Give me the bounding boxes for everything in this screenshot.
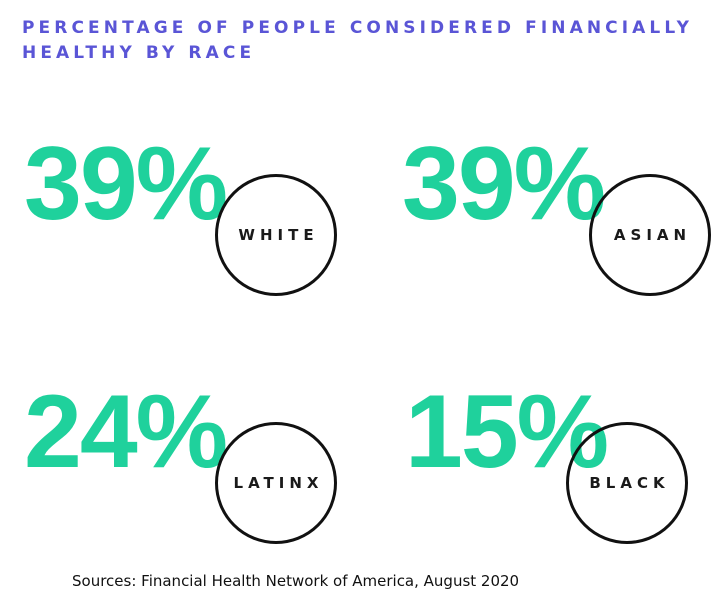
category-label: WHITE bbox=[238, 226, 319, 244]
percent-value: 39% bbox=[402, 126, 606, 242]
category-circle: ASIAN bbox=[589, 174, 711, 296]
category-circle: WHITE bbox=[215, 174, 337, 296]
category-circle: BLACK bbox=[566, 422, 688, 544]
category-circle: LATINX bbox=[215, 422, 337, 544]
category-label: BLACK bbox=[589, 474, 670, 492]
percent-value: 24% bbox=[24, 374, 228, 490]
source-note: Sources: Financial Health Network of Ame… bbox=[72, 572, 520, 590]
category-label: LATINX bbox=[233, 474, 324, 492]
chart-title: PERCENTAGE OF PEOPLE CONSIDERED FINANCIA… bbox=[22, 18, 694, 63]
category-label: ASIAN bbox=[613, 226, 692, 244]
percent-value: 39% bbox=[24, 126, 228, 242]
